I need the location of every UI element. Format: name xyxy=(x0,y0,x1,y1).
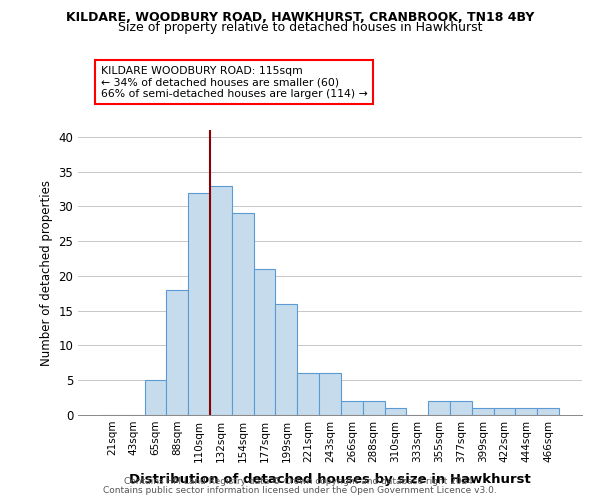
Bar xyxy=(537,408,559,415)
Bar xyxy=(341,401,363,415)
Bar xyxy=(166,290,188,415)
Text: KILDARE, WOODBURY ROAD, HAWKHURST, CRANBROOK, TN18 4BY: KILDARE, WOODBURY ROAD, HAWKHURST, CRANB… xyxy=(66,11,534,24)
Bar xyxy=(232,214,254,415)
Bar xyxy=(515,408,537,415)
Bar xyxy=(319,374,341,415)
Text: Contains HM Land Registry data © Crown copyright and database right 2024.: Contains HM Land Registry data © Crown c… xyxy=(124,477,476,486)
Bar xyxy=(188,192,210,415)
Bar xyxy=(275,304,297,415)
Text: KILDARE WOODBURY ROAD: 115sqm
← 34% of detached houses are smaller (60)
66% of s: KILDARE WOODBURY ROAD: 115sqm ← 34% of d… xyxy=(101,66,368,98)
Bar xyxy=(145,380,166,415)
Bar xyxy=(494,408,515,415)
Bar xyxy=(450,401,472,415)
Bar xyxy=(428,401,450,415)
Bar xyxy=(210,186,232,415)
Text: Size of property relative to detached houses in Hawkhurst: Size of property relative to detached ho… xyxy=(118,22,482,35)
Bar xyxy=(254,269,275,415)
Text: Contains public sector information licensed under the Open Government Licence v3: Contains public sector information licen… xyxy=(103,486,497,495)
Bar xyxy=(385,408,406,415)
Bar xyxy=(297,374,319,415)
Bar xyxy=(472,408,494,415)
X-axis label: Distribution of detached houses by size in Hawkhurst: Distribution of detached houses by size … xyxy=(129,473,531,486)
Bar xyxy=(363,401,385,415)
Y-axis label: Number of detached properties: Number of detached properties xyxy=(40,180,53,366)
